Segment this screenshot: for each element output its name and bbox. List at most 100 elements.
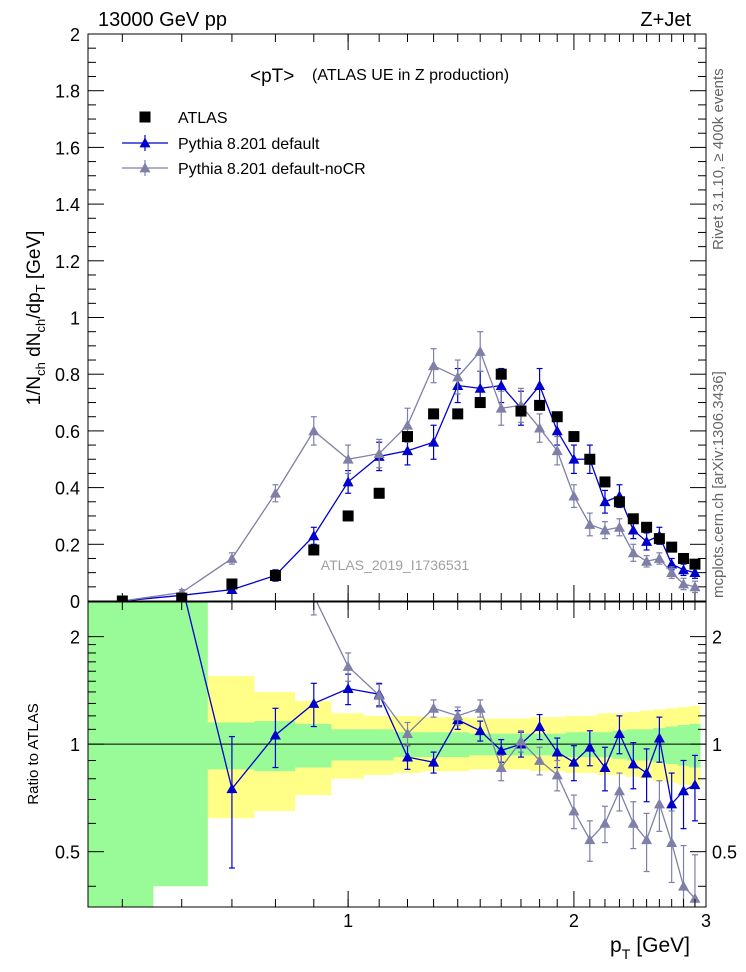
watermark: ATLAS_2019_I1736531 (321, 557, 470, 573)
marker-atlas (452, 408, 464, 420)
marker-atlas (613, 496, 625, 508)
ratio-marker-pythia-8-201-default-nocr (627, 817, 639, 828)
marker-atlas (653, 533, 665, 545)
ratio-marker-pythia-8-201-default (308, 697, 320, 708)
y-tick-label: 1 (70, 309, 80, 329)
legend-marker-atlas (139, 111, 151, 123)
marker-pythia-8-201-default-nocr (534, 422, 546, 433)
legend-marker (139, 162, 151, 173)
ratio-panel: 0.5 0.5 1 1 2 2 Ratio to ATLAS (25, 524, 737, 908)
x-tick-label: 3 (701, 911, 711, 931)
ratio-line-pythia-8-201-default-nocr (316, 602, 696, 899)
marker-pythia-8-201-default-nocr (584, 518, 596, 529)
ratio-marker-pythia-8-201-default (599, 762, 611, 772)
marker-pythia-8-201-default (568, 453, 580, 464)
mcplots-label: mcplots.cern.ch [arXiv:1306.3436] (710, 371, 727, 598)
ratio-marker-pythia-8-201-default-nocr (428, 702, 440, 713)
ratio-marker-pythia-8-201-default (474, 725, 486, 736)
marker-pythia-8-201-default (666, 558, 678, 569)
ratio-marker-pythia-8-201-default (641, 767, 653, 778)
ratio-marker-pythia-8-201-default (584, 741, 596, 752)
marker-pythia-8-201-default-nocr (342, 453, 354, 464)
marker-pythia-8-201-default-nocr (226, 552, 238, 563)
marker-pythia-8-201-default-nocr (402, 419, 414, 430)
ratio-marker-pythia-8-201-default-nocr (568, 805, 580, 816)
ratio-marker-pythia-8-201-default-nocr (495, 762, 507, 772)
ratio-marker-pythia-8-201-default (613, 728, 625, 739)
marker-atlas (666, 541, 678, 553)
ratio-marker-pythia-8-201-default-nocr (584, 834, 596, 845)
marker-atlas (308, 544, 320, 556)
uncertainty-band-inner (88, 602, 701, 907)
marker-pythia-8-201-default (342, 476, 354, 487)
ratio-marker-pythia-8-201-default-nocr (342, 660, 354, 671)
marker-pythia-8-201-default-nocr (689, 581, 701, 592)
svg-text:1/Nch dNch/dpT [GeV]: 1/Nch dNch/dpT [GeV] (24, 231, 48, 406)
legend-label: ATLAS (178, 110, 228, 127)
chart-title: <pT> (250, 66, 294, 87)
y-tick-label: 0.4 (55, 479, 80, 499)
marker-atlas (342, 510, 354, 522)
ratio-marker-pythia-8-201-default (653, 732, 665, 743)
ratio-marker-pythia-8-201-default (226, 783, 238, 794)
marker-atlas (568, 431, 580, 443)
marker-pythia-8-201-default-nocr (474, 346, 486, 356)
marker-pythia-8-201-default (402, 445, 414, 456)
marker-pythia-8-201-default-nocr (269, 487, 281, 498)
ratio-marker-pythia-8-201-default (269, 729, 281, 740)
marker-atlas (641, 521, 653, 533)
ratio-y-tick-label-right: 1 (712, 735, 722, 755)
marker-pythia-8-201-default-nocr (428, 360, 440, 371)
marker-pythia-8-201-default-nocr (452, 371, 464, 382)
marker-atlas (627, 513, 639, 525)
marker-atlas (678, 552, 690, 564)
main-panel: 0 0.2 0.4 0.6 0.8 1 1.2 1.4 1.6 1.8 2 <pT> (ATLAS … (24, 25, 707, 612)
ratio-marker-pythia-8-201-default (495, 744, 507, 755)
ratio-marker-pythia-8-201-default (534, 721, 546, 731)
ratio-y-tick-label: 1 (70, 735, 80, 755)
ratio-marker-pythia-8-201-default-nocr (176, 524, 187, 534)
ratio-marker-pythia-8-201-default (678, 785, 690, 796)
marker-atlas (428, 408, 440, 420)
ratio-line-pythia-8-201-default (185, 602, 696, 806)
ratio-marker-pythia-8-201-default-nocr (653, 798, 665, 809)
y-tick-label: 0.2 (55, 535, 80, 555)
marker-pythia-8-201-default (308, 530, 320, 541)
ratio-marker-pythia-8-201-default-nocr (551, 769, 563, 780)
chart-subtitle: (ATLAS UE in Z production) (312, 67, 509, 84)
marker-atlas (269, 569, 281, 581)
y-tick-label: 1.6 (55, 138, 80, 158)
ratio-y-tick-label: 2 (70, 628, 80, 648)
marker-atlas (551, 411, 563, 423)
marker-pythia-8-201-default-nocr (568, 490, 580, 501)
ratio-marker-pythia-8-201-default-nocr (474, 702, 486, 713)
marker-atlas (599, 476, 611, 488)
ratio-marker-pythia-8-201-default-nocr (270, 549, 281, 559)
ratio-marker-pythia-8-201-default-nocr (678, 880, 690, 891)
marker-pythia-8-201-default (551, 425, 563, 436)
marker-pythia-8-201-default (627, 524, 639, 535)
ratio-y-tick-label-right: 0.5 (712, 843, 737, 863)
marker-atlas (226, 578, 238, 590)
marker-atlas (373, 487, 385, 499)
marker-pythia-8-201-default-nocr (653, 552, 665, 563)
marker-pythia-8-201-default-nocr (627, 547, 639, 558)
marker-pythia-8-201-default-nocr (373, 448, 385, 458)
ratio-marker-pythia-8-201-default-nocr (599, 817, 611, 828)
ratio-marker-pythia-8-201-default-nocr (666, 837, 678, 848)
marker-pythia-8-201-default (428, 436, 440, 447)
legend-marker (139, 137, 151, 148)
ratio-marker-pythia-8-201-default (568, 756, 580, 767)
marker-pythia-8-201-default (534, 380, 546, 390)
marker-pythia-8-201-default-nocr (678, 578, 690, 589)
marker-pythia-8-201-default-nocr (613, 521, 625, 532)
marker-pythia-8-201-default-nocr (308, 425, 320, 436)
ratio-y-tick-label: 0.5 (55, 843, 80, 863)
marker-pythia-8-201-default (474, 382, 486, 393)
marker-pythia-8-201-default (689, 567, 701, 578)
y-tick-label: 1.4 (55, 195, 80, 215)
marker-atlas (402, 431, 414, 443)
marker-atlas (689, 558, 701, 570)
legend-label: Pythia 8.201 default (178, 136, 320, 153)
main-y-axis-label: 1/Nch dNch/dpT [GeV] (24, 231, 48, 406)
